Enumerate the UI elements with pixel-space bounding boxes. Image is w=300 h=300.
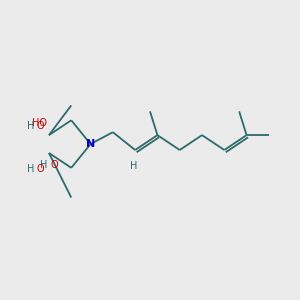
Text: H: H	[27, 164, 35, 174]
Text: H: H	[27, 121, 35, 131]
Text: N: N	[86, 139, 95, 149]
Text: H: H	[130, 161, 137, 171]
Text: HO: HO	[32, 118, 47, 128]
Text: O: O	[37, 121, 44, 131]
Text: H: H	[40, 160, 47, 170]
Text: O: O	[37, 164, 44, 174]
Text: O: O	[50, 160, 58, 170]
